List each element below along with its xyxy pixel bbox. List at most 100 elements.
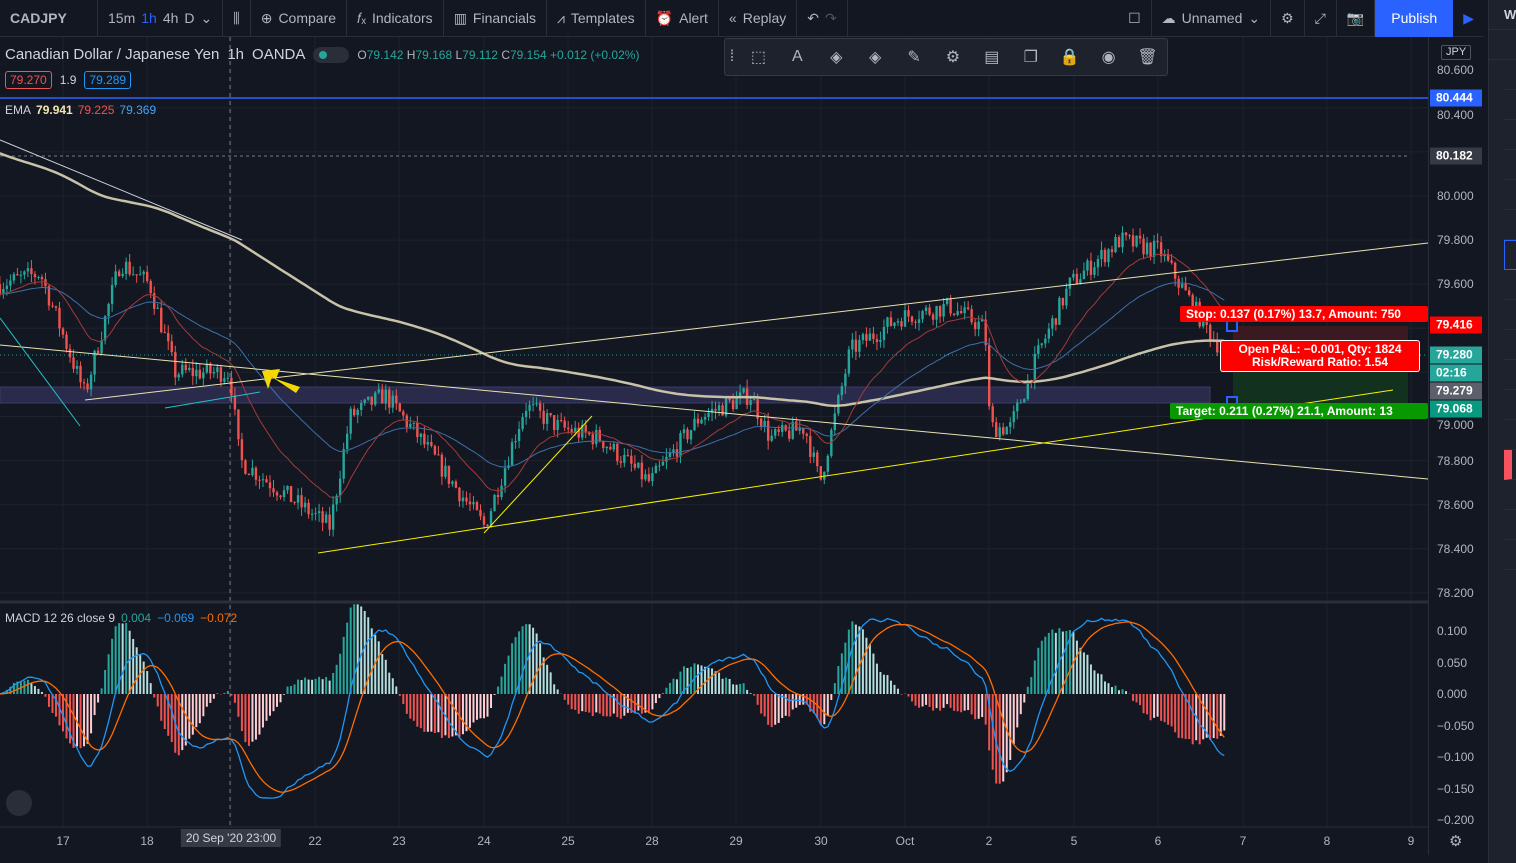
watchlist-item[interactable]: CA <box>1504 240 1516 270</box>
layout-name-button[interactable]: ☁ Unnamed ⌄ <box>1152 0 1272 37</box>
financials-button[interactable]: ▥ Financials <box>444 0 547 37</box>
publish-button[interactable]: Publish <box>1375 0 1454 37</box>
trend-line[interactable] <box>0 317 81 427</box>
eye-icon[interactable]: ◉ <box>1101 49 1116 66</box>
template-icon[interactable]: ⬚ <box>750 49 766 66</box>
watchlist-item[interactable]: AU <box>1504 90 1516 120</box>
watchlist-item[interactable]: GI <box>1504 540 1516 570</box>
candle <box>542 410 545 424</box>
clone-icon[interactable]: ❐ <box>1023 49 1038 66</box>
arrow-icon[interactable] <box>262 369 300 393</box>
lock-icon[interactable]: 🔒 <box>1059 49 1080 66</box>
position-info[interactable]: Open P&L: −0.001, Qty: 1824 Risk/Reward … <box>1220 340 1420 372</box>
candles-icon[interactable]: ⫼ <box>223 0 251 37</box>
replay-button[interactable]: « Replay <box>719 0 798 37</box>
watchlist-item[interactable]: AU <box>1504 120 1516 150</box>
gear-icon[interactable]: ⚙ <box>1271 0 1305 37</box>
settings-icon[interactable]: ⚙ <box>1449 833 1463 850</box>
market-status-icon[interactable] <box>313 46 350 63</box>
pencil-icon[interactable]: ✎ <box>907 49 921 66</box>
candle <box>1037 345 1040 354</box>
candle <box>226 377 230 379</box>
candle <box>710 408 714 413</box>
background-color-icon[interactable]: ◈ <box>868 49 882 66</box>
candle <box>205 363 209 373</box>
interval-d[interactable]: D <box>184 10 195 26</box>
handle[interactable] <box>1226 320 1238 332</box>
currency-label[interactable]: JPY <box>1441 45 1472 60</box>
watchlist-item[interactable]: EU <box>1504 390 1516 420</box>
trend-line[interactable] <box>84 242 1428 401</box>
tradingview-logo[interactable] <box>6 790 32 816</box>
candle <box>1145 242 1149 255</box>
price-axis[interactable] <box>1428 37 1484 855</box>
time-axis-label: 8 <box>1323 834 1331 848</box>
interval-15m[interactable]: 15m <box>108 10 136 26</box>
ema-legend[interactable]: EMA 79.941 79.225 79.369 <box>5 103 156 117</box>
visual-order-icon[interactable]: ▤ <box>984 49 1000 66</box>
candle <box>1012 411 1015 423</box>
trend-line[interactable] <box>0 139 243 241</box>
candle <box>1117 237 1121 248</box>
watchlist-item[interactable]: EU <box>1504 270 1516 300</box>
candle <box>1047 328 1051 339</box>
play-icon[interactable]: ▶ <box>1463 9 1474 26</box>
candle <box>917 319 921 323</box>
candle <box>184 364 187 370</box>
camera-icon[interactable]: 📷 <box>1337 0 1376 37</box>
candle <box>12 274 16 281</box>
trend-line[interactable] <box>164 391 261 409</box>
sell-button[interactable]: 79.270 <box>5 71 52 89</box>
compare-button[interactable]: ⊕ Compare <box>251 0 348 37</box>
undo-icon[interactable]: ↶ <box>807 9 820 26</box>
watchlist-item[interactable]: AU <box>1504 150 1516 180</box>
layout-icon[interactable]: ☐ <box>1118 0 1152 37</box>
watchlist-item[interactable]: EU <box>1504 300 1516 330</box>
interval-4h[interactable]: 4h <box>162 10 179 26</box>
watchlist-item[interactable]: EU <box>1504 360 1516 390</box>
macd-legend[interactable]: MACD 12 26 close 9 0.004 −0.069 −0.072 <box>5 611 237 625</box>
text-color-icon[interactable]: A <box>791 48 803 65</box>
chart-canvas[interactable] <box>0 37 1428 855</box>
settings-icon[interactable]: ⚙ <box>945 49 961 66</box>
candle <box>861 334 865 341</box>
candle <box>851 339 854 350</box>
trend-line[interactable] <box>483 415 593 534</box>
redo-icon[interactable]: ↷ <box>825 9 837 26</box>
zone-rectangle[interactable] <box>0 386 1211 404</box>
watchlist-item[interactable]: GI <box>1504 450 1516 480</box>
candle <box>381 389 384 404</box>
chevron-down-icon[interactable]: ⌄ <box>200 9 213 26</box>
symbol-search[interactable]: CADJPY <box>0 0 98 37</box>
watchlist-item[interactable]: EU <box>1504 330 1516 360</box>
indicators-button[interactable]: 𝑓ₓ Indicators <box>347 0 444 37</box>
candle <box>1096 259 1100 268</box>
watchlist-item[interactable]: GI <box>1504 480 1516 510</box>
candle <box>517 428 521 442</box>
templates-button[interactable]: ⩘ Templates <box>547 0 646 37</box>
stop-label[interactable]: Stop: 0.137 (0.17%) 13.7, Amount: 750 <box>1180 306 1428 322</box>
fullscreen-icon[interactable]: ⤢ <box>1305 0 1337 37</box>
target-label[interactable]: Target: 0.211 (0.27%) 21.1, Amount: 13 <box>1170 403 1428 419</box>
watchlist-item[interactable]: CA <box>1504 210 1516 240</box>
alert-button[interactable]: ⏰ Alert <box>646 0 719 37</box>
watchlist-item[interactable]: GI <box>1504 510 1516 540</box>
candle <box>275 492 279 496</box>
candle <box>395 395 398 404</box>
interval-1h[interactable]: 1h <box>141 10 157 26</box>
candle <box>289 485 293 503</box>
trash-icon[interactable]: 🗑 <box>1137 49 1158 66</box>
fill-color-icon[interactable]: ◈ <box>830 49 843 66</box>
symbol-title[interactable]: Canadian Dollar / Japanese Yen <box>5 46 220 63</box>
trend-line[interactable] <box>0 344 1428 480</box>
watchlist-item[interactable]: Sy <box>1504 30 1516 60</box>
watchlist-item[interactable]: EU <box>1504 420 1516 450</box>
candle <box>279 495 282 498</box>
buy-button[interactable]: 79.289 <box>84 71 132 89</box>
candle <box>349 408 352 434</box>
watchlist-item[interactable]: AU <box>1504 60 1516 90</box>
watchlist-item[interactable]: AU <box>1504 180 1516 210</box>
candle <box>363 399 366 404</box>
drag-handle-icon[interactable]: ⁞ <box>729 48 735 65</box>
candle <box>100 340 103 354</box>
